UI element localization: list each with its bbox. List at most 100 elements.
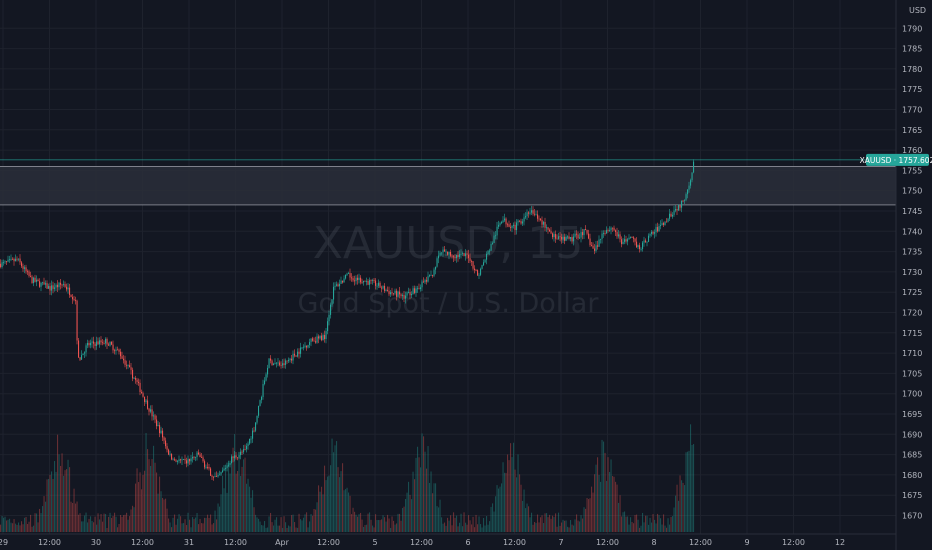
candle-body: [447, 251, 449, 255]
candle-body: [120, 351, 122, 357]
time-tick-label: 12:00: [317, 538, 340, 547]
candle-body: [207, 467, 209, 468]
candle-body: [259, 400, 261, 406]
volume-bar: [46, 479, 48, 532]
volume-bar: [45, 501, 47, 532]
candle-body: [3, 262, 5, 263]
volume-bar: [234, 434, 236, 532]
volume-bar: [3, 517, 5, 532]
time-tick-label: 12:00: [596, 538, 619, 547]
candle-body: [481, 265, 483, 269]
price-badge-background: [866, 153, 929, 166]
candle-body: [91, 341, 93, 343]
volume-bar: [25, 516, 27, 532]
volume-bar: [220, 494, 222, 532]
volume-bar: [117, 527, 119, 532]
candle-body: [508, 224, 510, 227]
volume-bar: [679, 475, 681, 532]
candle-body: [9, 259, 11, 261]
volume-bar: [657, 513, 659, 532]
candle-body: [421, 281, 423, 288]
candle-body: [324, 335, 326, 340]
volume-bar: [363, 526, 365, 532]
volume-bar: [438, 507, 440, 532]
price-tick-label: 1770: [902, 106, 922, 115]
candle-body: [379, 282, 381, 288]
candle-body: [130, 367, 132, 370]
volume-bar: [67, 459, 69, 532]
candle-body: [24, 267, 26, 269]
candle-body: [295, 355, 297, 357]
volume-bar: [564, 520, 566, 532]
candle-body: [99, 340, 101, 345]
volume-bar: [396, 523, 398, 532]
candle-body: [429, 275, 431, 277]
candle-body: [448, 251, 450, 255]
time-tick-label: 12:00: [503, 538, 526, 547]
candle-body: [529, 212, 531, 214]
candle-body: [213, 476, 215, 478]
volume-bar: [127, 519, 129, 532]
volume-bar: [528, 506, 530, 532]
volume-bar: [384, 517, 386, 532]
price-badge-text: XAUUSD · 1757.602: [860, 156, 932, 165]
price-axis[interactable]: 1670 1675 1680 1685 1690 1695 1700 1705 1710 1715…: [902, 24, 922, 520]
volume-bar: [235, 473, 237, 532]
zone-fill[interactable]: [0, 166, 896, 205]
candle-body: [624, 239, 626, 242]
volume-bar: [354, 511, 356, 532]
candle-body: [397, 291, 399, 297]
candle-body: [123, 358, 125, 361]
candle-body: [237, 457, 239, 459]
volume-bar: [573, 525, 575, 532]
volume-bar: [459, 522, 461, 532]
candle-body: [1, 262, 3, 268]
volume-bar: [562, 519, 564, 532]
candle-body: [27, 271, 29, 273]
resistance-zone[interactable]: [0, 166, 896, 206]
volume-bar: [57, 434, 59, 532]
volume-bar: [88, 518, 90, 532]
candle-body: [463, 253, 465, 257]
volume-bar: [634, 515, 636, 532]
candle-body: [82, 353, 84, 356]
candle-body: [72, 296, 74, 300]
volume-bar: [42, 506, 44, 532]
volume-bar: [303, 517, 305, 532]
candle-body: [432, 274, 434, 276]
volume-bar: [603, 441, 605, 532]
volume-bar: [343, 490, 345, 532]
volume-bar: [70, 501, 72, 532]
volume-bar: [511, 457, 513, 532]
time-axis[interactable]: 29 12:00 30 12:00 31 12:00 Apr 12:00 5 12:00 6 12:0…: [0, 538, 845, 547]
price-tick-label: 1755: [902, 166, 922, 175]
candle-body: [427, 276, 429, 282]
volume-bar: [298, 513, 300, 532]
volume-bar: [15, 523, 17, 532]
candle-body: [370, 280, 372, 281]
candle-body: [40, 282, 42, 287]
volume-bar: [672, 516, 674, 532]
candle-body: [247, 443, 249, 447]
candle-body: [394, 290, 396, 294]
candle-body: [265, 374, 267, 381]
candle-body: [255, 422, 257, 431]
volume-bar: [451, 525, 453, 532]
candle-body: [664, 221, 666, 225]
volume-bar: [55, 471, 57, 532]
candle-body: [354, 280, 356, 282]
candle-body: [516, 222, 518, 231]
time-tick-label: 12:00: [410, 538, 433, 547]
candle-body: [144, 396, 146, 402]
volume-bar: [579, 521, 581, 532]
candle-body: [253, 430, 255, 432]
candle-body: [453, 256, 455, 258]
candle-body: [567, 236, 569, 238]
volume-bar: [361, 519, 363, 532]
volume-bar: [474, 527, 476, 532]
volume-bar: [432, 493, 434, 532]
volume-bar: [435, 483, 437, 532]
candle-body: [256, 415, 258, 423]
volume-bar: [69, 467, 71, 532]
